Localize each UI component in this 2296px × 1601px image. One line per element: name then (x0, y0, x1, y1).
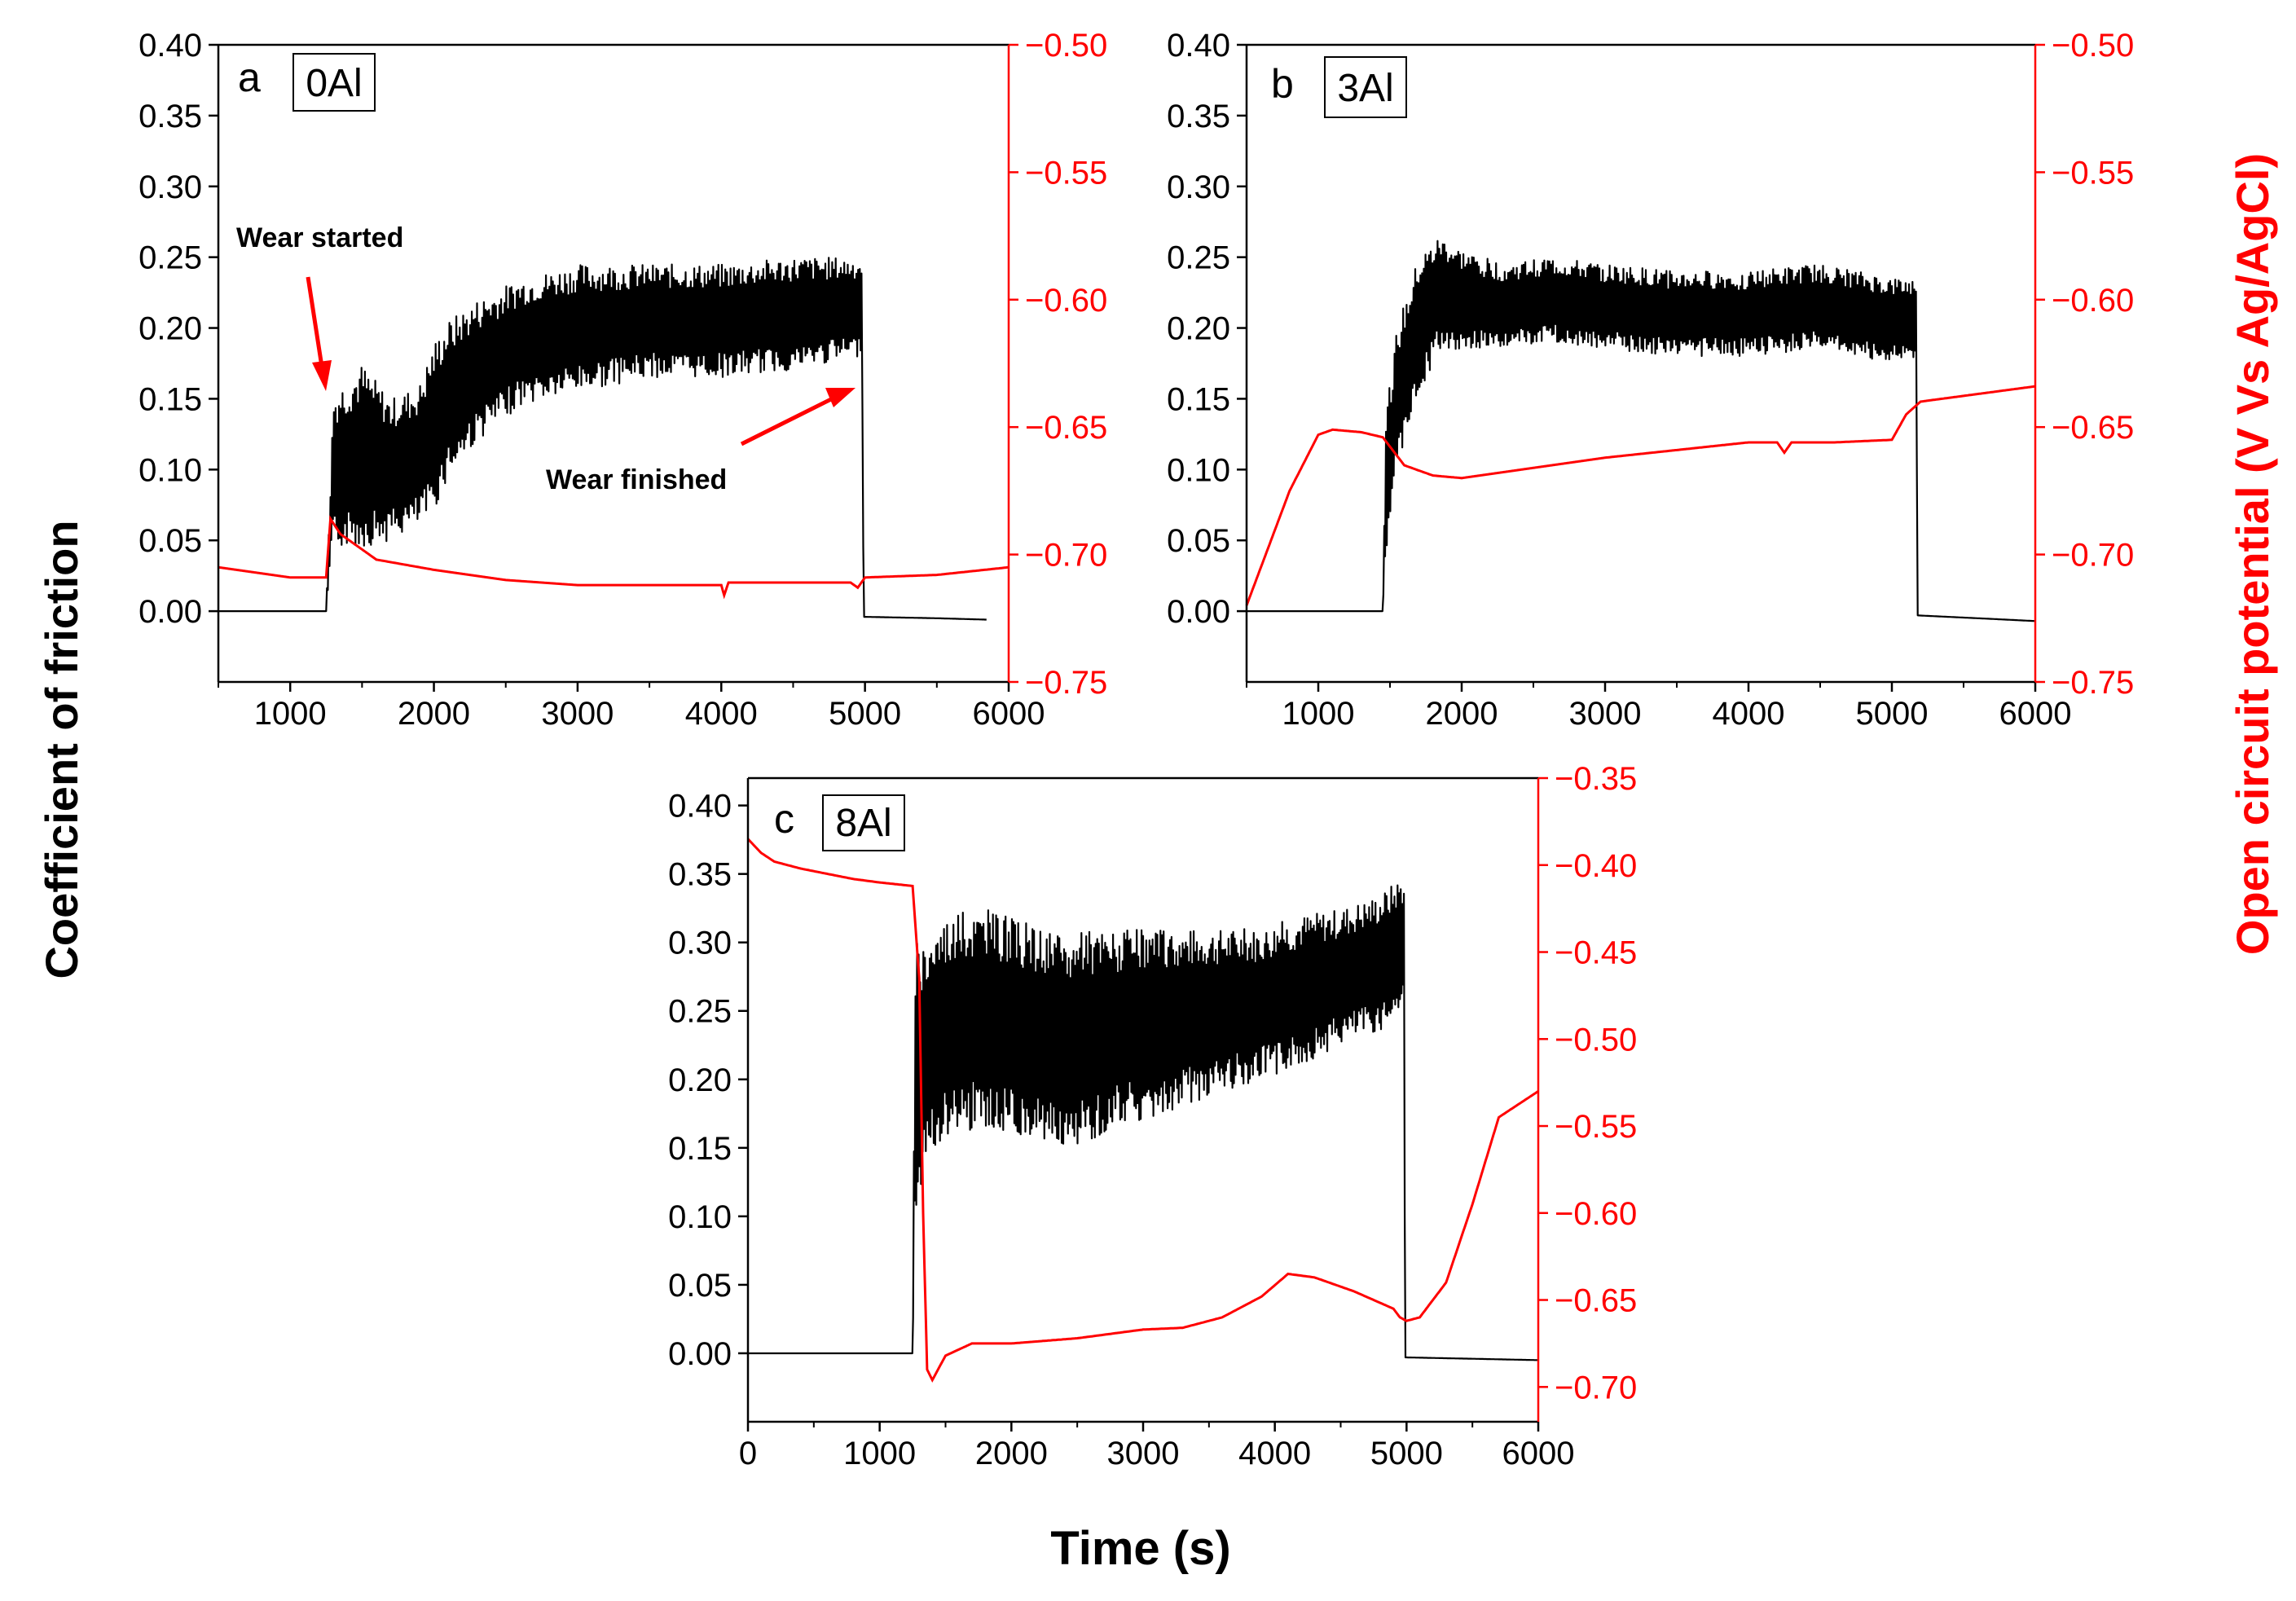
panel-c: 0 1000 2000 3000 4000 5000 6000 0.00 0.05 0.10 0.1… (668, 761, 1637, 1471)
sample-label: 8Al (835, 802, 891, 845)
panel-letter: c (774, 796, 794, 842)
y-left-tick-label: 0.30 (139, 169, 202, 205)
arrow-wear-finished-head (825, 388, 856, 407)
y-right-tick-label: −0.75 (2052, 665, 2134, 701)
y-right-tick-label: −0.60 (1555, 1196, 1637, 1232)
x-tick-label: 3000 (1569, 696, 1642, 732)
x-tick-label: 2000 (975, 1436, 1048, 1471)
panel-letter: b (1271, 61, 1294, 107)
y-left-tick-label: 0.25 (139, 240, 202, 276)
series-ocp-line (1245, 385, 2036, 606)
x-tick-label: 4000 (1238, 1436, 1311, 1471)
y-left-tick-label: 0.20 (668, 1062, 732, 1098)
x-tick-label: 6000 (973, 696, 1045, 732)
y-left-tick-label: 0.35 (139, 99, 202, 134)
x-tick-label: 5000 (1370, 1436, 1443, 1471)
sample-label: 0Al (306, 62, 362, 105)
y-left-tick-label: 0.40 (668, 789, 732, 825)
annotation-wear-finished: Wear finished (546, 464, 727, 495)
y-left-tick-label: 0.05 (668, 1268, 732, 1304)
y-left-tick-label: 0.40 (1167, 28, 1230, 64)
x-tick-label: 2000 (398, 696, 470, 732)
y-right-tick-label: −0.55 (1555, 1109, 1637, 1145)
series-ocp-line (218, 515, 1009, 600)
y-right-tick-label: −0.45 (1555, 935, 1637, 971)
y-right-tick-label: −0.65 (1025, 410, 1107, 446)
y-right-tick-label: −0.55 (1025, 155, 1107, 191)
y-right-tick-label: −0.70 (1555, 1370, 1637, 1405)
y-left-tick-label: 0.15 (668, 1131, 732, 1167)
series-cof-line (1247, 240, 2035, 622)
y-left-tick-label: 0.20 (1167, 311, 1230, 347)
y-right-tick-label: −0.60 (2052, 283, 2134, 319)
series-cof-line (218, 257, 987, 621)
y-left-tick-label: 0.10 (668, 1199, 732, 1235)
y-left-tick-label: 0.05 (1167, 523, 1230, 559)
y-right-tick-label: −0.40 (1555, 848, 1637, 884)
x-tick-label: 6000 (1502, 1436, 1575, 1471)
y-left-tick-label: 0.35 (1167, 99, 1230, 134)
x-tick-label: 1000 (254, 696, 327, 732)
y-left-tick-label: 0.25 (1167, 240, 1230, 276)
y-right-tick-label: −0.35 (1555, 761, 1637, 797)
y-left-tick-label: 0.15 (139, 381, 202, 417)
y-right-tick-label: −0.70 (1025, 538, 1107, 574)
x-tick-label: 1000 (1282, 696, 1355, 732)
y-left-tick-label: 0.00 (1167, 594, 1230, 630)
arrow-wear-finished (740, 397, 833, 446)
y-left-tick-label: 0.40 (139, 28, 202, 64)
plot-area (1247, 45, 2035, 682)
y-axis-label-left: Coefficient of friction (36, 520, 87, 979)
y-left-tick-label: 0.05 (139, 523, 202, 559)
y-right-tick-label: −0.65 (2052, 410, 2134, 446)
y-right-tick-label: −0.70 (2052, 538, 2134, 574)
panel-letter: a (238, 55, 261, 100)
y-left-tick-label: 0.00 (668, 1336, 732, 1372)
y-right-tick-label: −0.65 (1555, 1283, 1637, 1319)
arrow-wear-started (306, 276, 324, 367)
x-tick-label: 3000 (1107, 1436, 1180, 1471)
sample-label-box (1324, 56, 1407, 118)
x-tick-label: 0 (739, 1436, 757, 1471)
panel-b: 1000 2000 3000 4000 5000 6000 0.00 0.05 0.10 0.15… (1167, 28, 2134, 732)
y-right-tick-label: −0.75 (1025, 665, 1107, 701)
y-right-tick-label: −0.50 (2052, 28, 2134, 64)
y-axis-label-right: Open circuit potential (V Vs Ag/AgCl) (2227, 153, 2278, 955)
y-left-tick-label: 0.00 (139, 594, 202, 630)
x-tick-label: 5000 (829, 696, 901, 732)
x-tick-label: 3000 (541, 696, 614, 732)
sample-label-box (292, 53, 376, 112)
y-left-tick-label: 0.35 (668, 857, 732, 893)
x-tick-label: 2000 (1426, 696, 1498, 732)
x-tick-label: 1000 (843, 1436, 916, 1471)
y-right-tick-label: −0.50 (1025, 28, 1107, 64)
sample-label: 3Al (1337, 67, 1393, 110)
plot-area (748, 778, 1538, 1422)
y-left-tick-label: 0.30 (668, 926, 732, 961)
y-left-tick-label: 0.30 (1167, 169, 1230, 205)
y-left-tick-label: 0.20 (139, 311, 202, 347)
y-right-tick-label: −0.55 (2052, 155, 2134, 191)
y-left-tick-label: 0.25 (668, 994, 732, 1030)
x-tick-label: 4000 (1713, 696, 1785, 732)
panel-a: 1000 2000 3000 4000 5000 6000 0.00 0.05 0.10 0.15… (139, 28, 1107, 732)
arrow-wear-started-head (312, 360, 332, 391)
y-right-tick-label: −0.50 (1555, 1022, 1637, 1058)
annotation-wear-started: Wear started (236, 222, 403, 253)
x-tick-label: 6000 (1999, 696, 2072, 732)
x-tick-label: 4000 (685, 696, 758, 732)
series-ocp-line (746, 838, 1539, 1383)
sample-label-box (822, 794, 905, 851)
x-tick-label: 5000 (1856, 696, 1929, 732)
y-right-tick-label: −0.60 (1025, 283, 1107, 319)
y-left-tick-label: 0.10 (139, 452, 202, 488)
series-cof-line (747, 884, 1539, 1361)
x-axis-label: Time (s) (1050, 1522, 1230, 1575)
y-left-tick-label: 0.10 (1167, 452, 1230, 488)
y-left-tick-label: 0.15 (1167, 381, 1230, 417)
